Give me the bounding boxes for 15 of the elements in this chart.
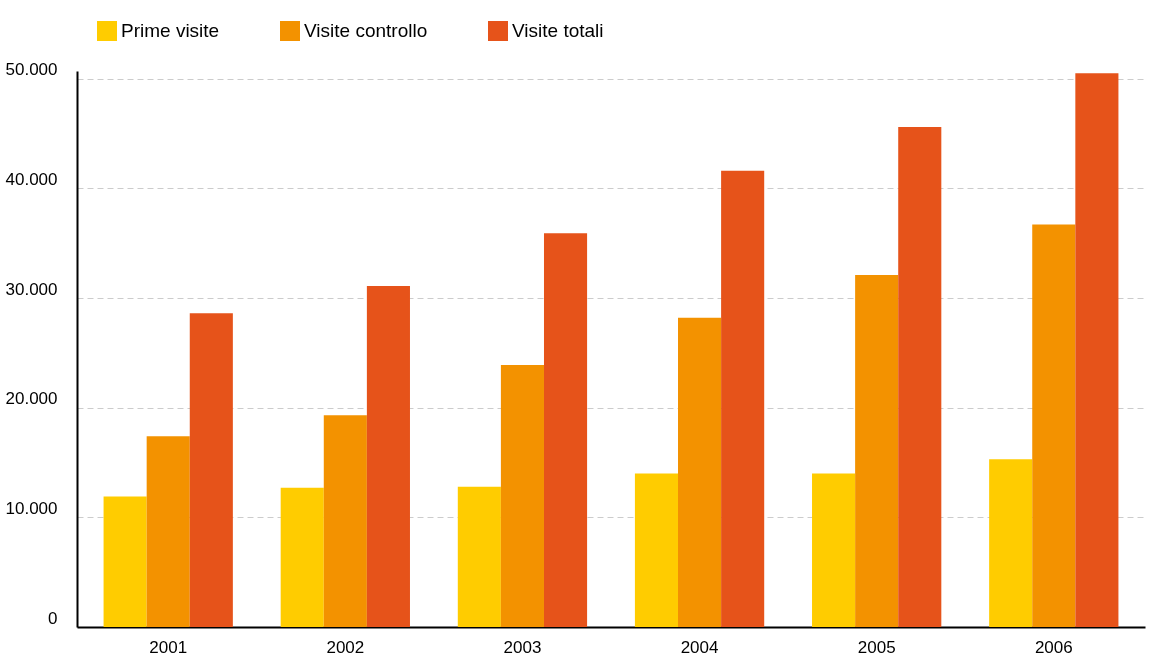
legend-label: Visite controllo (304, 20, 428, 41)
x-tick-label: 2001 (149, 637, 188, 657)
x-tick-label: 2004 (680, 637, 719, 657)
legend-label: Visite totali (512, 20, 604, 41)
y-tick-label: 10.000 (5, 498, 58, 518)
y-tick-label: 20.000 (5, 389, 58, 409)
legend-label: Prime visite (121, 20, 220, 41)
x-tick-label: 2003 (503, 637, 542, 657)
y-tick-label: 50.000 (5, 60, 58, 80)
x-tick-label: 2006 (1034, 637, 1073, 657)
y-tick-label: 30.000 (5, 279, 58, 299)
y-tick-label: 0 (48, 608, 58, 628)
x-tick-label: 2002 (326, 637, 365, 657)
y-tick-label: 40.000 (5, 169, 58, 189)
x-tick-label: 2005 (857, 637, 896, 657)
